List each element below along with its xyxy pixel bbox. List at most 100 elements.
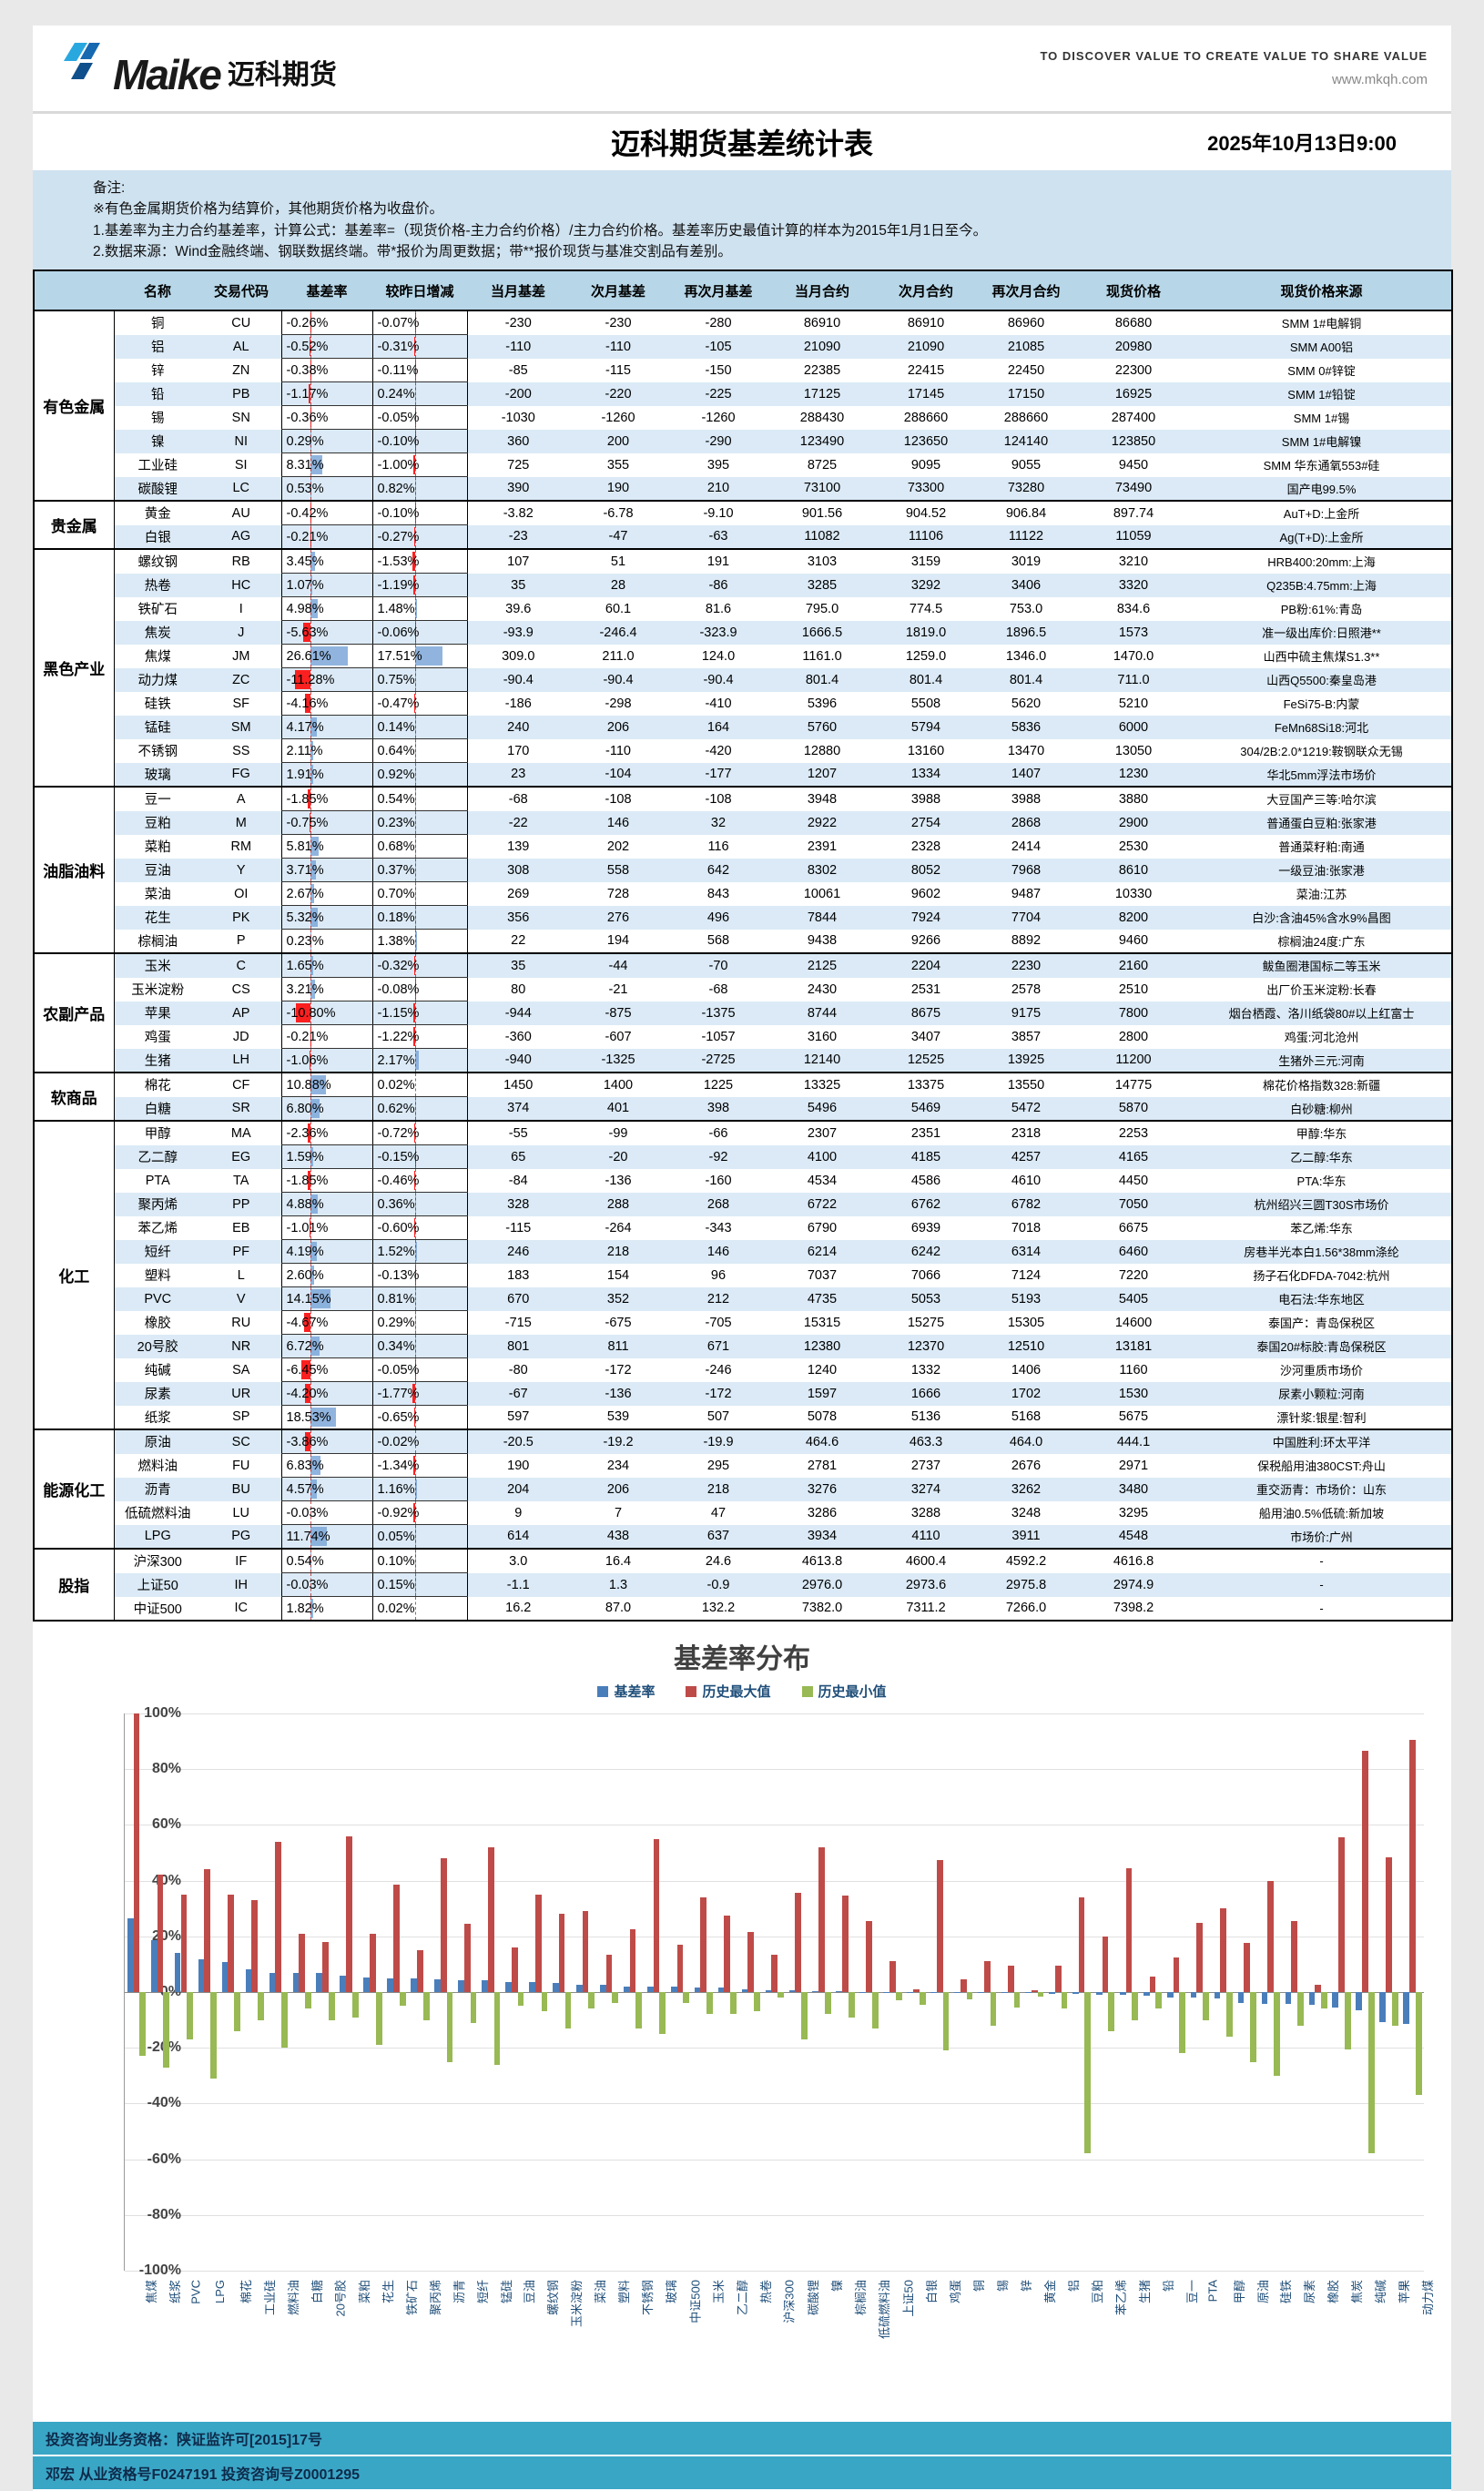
- cell-m2-contract: 22415: [875, 359, 977, 382]
- cell-value: -11.28%: [287, 673, 335, 687]
- bar-hist-max: [630, 1929, 636, 1992]
- cell-name: 低硫燃料油: [114, 1501, 201, 1525]
- cell-spot-price: 13181: [1075, 1335, 1192, 1358]
- cell-value: 0.24%: [378, 387, 415, 402]
- cell-code: Y: [201, 859, 281, 882]
- cell-value: -4.20%: [287, 1387, 329, 1401]
- cell-m3-basis: 24.6: [667, 1549, 769, 1573]
- chart-x-slot: 玉米: [691, 2271, 715, 2407]
- bar-basis-rate: [1286, 1992, 1292, 2004]
- cell-value: -0.60%: [378, 1221, 420, 1235]
- cell-m3-basis: -290: [667, 430, 769, 453]
- chart-bar-group: [810, 1713, 834, 2271]
- cell-value: 0.10%: [378, 1554, 415, 1569]
- cell-day-change: -0.47%: [372, 692, 467, 716]
- cell-m1-basis: 39.6: [467, 597, 569, 621]
- cell-name: 玻璃: [114, 763, 201, 788]
- bar-hist-max: [1267, 1881, 1274, 1992]
- cell-day-change: 0.02%: [372, 1073, 467, 1097]
- cell-m1-basis: -90.4: [467, 668, 569, 692]
- cell-m3-contract: 2578: [977, 978, 1075, 1001]
- cell-m1-contract: 4534: [769, 1169, 875, 1193]
- chart-bar-group: [172, 1713, 196, 2271]
- bar-hist-max: [654, 1839, 660, 1992]
- chart-x-slot: 硅铁: [1259, 2271, 1283, 2407]
- cell-m1-contract: 3286: [769, 1501, 875, 1525]
- cell-m1-contract: 795.0: [769, 597, 875, 621]
- bar-hist-max: [606, 1955, 613, 1992]
- cell-m2-basis: -108: [569, 787, 667, 811]
- bar-hist-min: [612, 1992, 618, 2003]
- cell-m3-contract: 8892: [977, 930, 1075, 954]
- bar-basis-rate: [836, 1991, 842, 1992]
- cell-m2-basis: -99: [569, 1121, 667, 1145]
- cell-m2-contract: 5794: [875, 716, 977, 739]
- cell-m1-basis: 107: [467, 549, 569, 574]
- cell-source: 漂针浆:银星:智利: [1192, 1406, 1452, 1430]
- cell-m1-contract: 2922: [769, 811, 875, 835]
- cell-value: -1.53%: [378, 554, 420, 569]
- cell-value: 0.53%: [287, 482, 324, 496]
- cell-m1-contract: 86910: [769, 310, 875, 335]
- cell-name: 工业硅: [114, 453, 201, 477]
- bar-basis-rate: [1096, 1992, 1103, 1995]
- cell-basis-rate: -11.28%: [281, 668, 372, 692]
- cell-day-change: -0.05%: [372, 406, 467, 430]
- cell-code: BU: [201, 1478, 281, 1501]
- cell-code: AU: [201, 501, 281, 525]
- cell-m2-basis: 190: [569, 477, 667, 502]
- cell-m2-contract: 288660: [875, 406, 977, 430]
- cell-m1-contract: 7844: [769, 906, 875, 930]
- cell-m2-basis: 1400: [569, 1073, 667, 1097]
- cell-code: A: [201, 787, 281, 811]
- cell-source: Q235B:4.75mm:上海: [1192, 574, 1452, 597]
- bar-hist-max: [747, 1932, 754, 1992]
- cell-m2-basis: 234: [569, 1454, 667, 1478]
- cell-name: 铜: [114, 310, 201, 335]
- chart-x-slot: 锡: [975, 2271, 999, 2407]
- cell-m2-contract: 4110: [875, 1525, 977, 1550]
- chart-x-slot: 动力煤: [1400, 2271, 1424, 2407]
- cell-m3-contract: 7266.0: [977, 1597, 1075, 1622]
- chart-x-slot: 螺纹钢: [525, 2271, 549, 2407]
- cell-spot-price: 1230: [1075, 763, 1192, 788]
- cell-basis-rate: 6.83%: [281, 1454, 372, 1478]
- bar-hist-max: [1386, 1857, 1392, 1992]
- legend-swatch-green-icon: [802, 1686, 813, 1697]
- bar-hist-max: [842, 1896, 849, 1992]
- cell-m3-basis: -323.9: [667, 621, 769, 645]
- cell-m2-contract: 2754: [875, 811, 977, 835]
- cell-m2-contract: 5053: [875, 1287, 977, 1311]
- bar-hist-max: [488, 1847, 494, 1992]
- cell-m3-contract: 3248: [977, 1501, 1075, 1525]
- cell-value: -0.21%: [287, 530, 329, 544]
- bar-hist-max: [866, 1921, 872, 1992]
- cell-m3-contract: 4610: [977, 1169, 1075, 1193]
- header-cell: 次月合约: [875, 270, 977, 310]
- chart-bar-group: [692, 1713, 716, 2271]
- bar-hist-min: [1226, 1992, 1233, 2037]
- cell-value: 0.62%: [378, 1102, 415, 1116]
- cell-spot-price: 10330: [1075, 882, 1192, 906]
- cell-m1-contract: 7037: [769, 1264, 875, 1287]
- cell-m2-basis: 438: [569, 1525, 667, 1550]
- bar-hist-max: [1291, 1921, 1297, 1992]
- cell-basis-rate: -0.36%: [281, 406, 372, 430]
- bar-hist-max: [1220, 1908, 1226, 1992]
- cell-m3-basis: 81.6: [667, 597, 769, 621]
- cell-day-change: -1.22%: [372, 1025, 467, 1049]
- chart-x-slot: 锰硅: [479, 2271, 503, 2407]
- cell-m3-basis: -68: [667, 978, 769, 1001]
- cell-m2-basis: 401: [569, 1097, 667, 1122]
- chart-bar-group: [1235, 1713, 1259, 2271]
- cell-m3-contract: 7124: [977, 1264, 1075, 1287]
- cell-code: EB: [201, 1216, 281, 1240]
- header-cell: 当月基差: [467, 270, 569, 310]
- chart-bar-group: [408, 1713, 432, 2271]
- chart-bar-group: [432, 1713, 455, 2271]
- cell-basis-rate: -4.16%: [281, 692, 372, 716]
